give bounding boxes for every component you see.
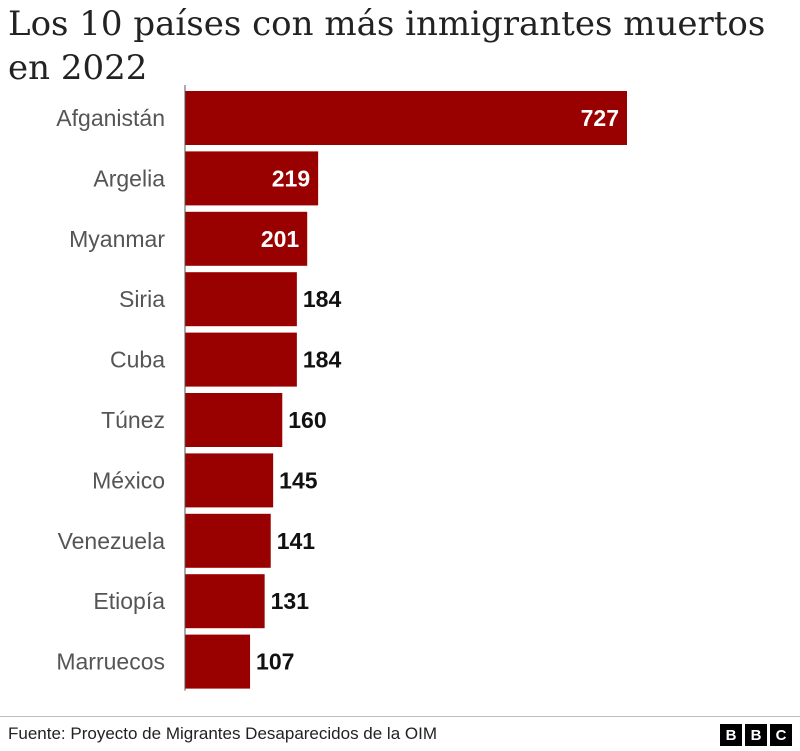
bbc-logo-letter: C xyxy=(770,724,792,746)
bar xyxy=(185,634,251,689)
value-label: 160 xyxy=(288,407,326,433)
bar xyxy=(185,151,319,206)
bars xyxy=(185,91,627,689)
bar-chart: Afganistán Argelia Myanmar Siria Cuba Túnez Mé… xyxy=(56,85,627,691)
footer-divider xyxy=(0,716,800,717)
source-note: Fuente: Proyecto de Migrantes Desapareci… xyxy=(8,724,437,743)
value-label: 141 xyxy=(277,528,316,554)
category-label: Myanmar xyxy=(69,226,165,252)
bar xyxy=(185,272,297,327)
category-label: Venezuela xyxy=(58,528,166,554)
value-labels: 727 219 201 184 184 160 145 141 131 107 xyxy=(256,105,619,675)
bar xyxy=(185,211,308,266)
bbc-logo-letter: B xyxy=(720,724,742,746)
chart-title: Los 10 países con más inmigrantes muerto… xyxy=(8,4,766,88)
bbc-logo: B B C xyxy=(720,724,792,746)
category-label: Etiopía xyxy=(93,588,165,614)
category-label: Túnez xyxy=(101,407,165,433)
bar xyxy=(185,393,283,447)
value-label: 184 xyxy=(303,286,342,312)
category-label: México xyxy=(92,467,165,493)
category-label: Cuba xyxy=(110,347,165,373)
value-label: 184 xyxy=(303,347,342,373)
category-label: Argelia xyxy=(93,165,165,191)
value-label: 201 xyxy=(261,226,300,252)
value-label: 219 xyxy=(272,165,310,191)
category-label: Afganistán xyxy=(56,105,165,131)
category-labels: Afganistán Argelia Myanmar Siria Cuba Túnez Mé… xyxy=(56,105,165,675)
value-label: 131 xyxy=(271,588,310,614)
value-label: 727 xyxy=(581,105,619,131)
value-label: 145 xyxy=(279,467,318,493)
value-label: 107 xyxy=(256,649,294,675)
bar xyxy=(185,453,274,508)
bar xyxy=(185,513,271,568)
category-label: Siria xyxy=(119,286,165,312)
bar xyxy=(185,91,627,145)
category-label: Marruecos xyxy=(56,649,165,675)
bbc-logo-letter: B xyxy=(745,724,767,746)
bar xyxy=(185,332,297,387)
bar xyxy=(185,574,265,629)
